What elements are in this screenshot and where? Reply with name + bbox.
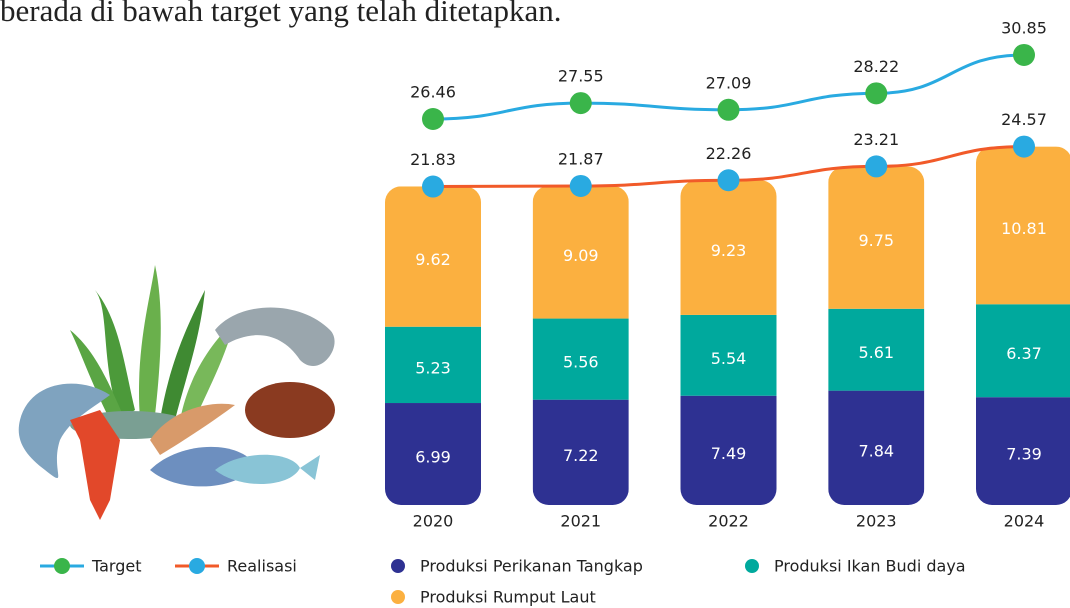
- legend-label: Produksi Perikanan Tangkap: [420, 557, 643, 576]
- segment-label: 5.54: [711, 349, 747, 368]
- bar-segment: [532, 318, 629, 400]
- legend-label: Realisasi: [227, 557, 297, 576]
- line-label: 28.22: [853, 57, 899, 76]
- line-label: 21.83: [410, 150, 456, 169]
- bar-segment: [828, 390, 925, 505]
- segment-label: 5.61: [858, 343, 894, 362]
- bar-segment: [976, 304, 1070, 398]
- line-label: 27.55: [558, 67, 604, 86]
- segment-label: 7.84: [858, 441, 894, 460]
- line-label: 30.85: [1001, 18, 1047, 37]
- legend-label: Produksi Ikan Budi daya: [774, 557, 966, 576]
- segment-label: 9.23: [711, 241, 747, 260]
- line-marker: [1013, 43, 1035, 66]
- x-tick-label: 2023: [856, 512, 897, 531]
- segment-label: 6.37: [1006, 344, 1042, 363]
- bar-segment: [680, 395, 777, 505]
- bar-segment: [976, 397, 1070, 505]
- bar-segment: [385, 326, 481, 404]
- segment-label: 7.39: [1006, 445, 1042, 464]
- line-label: 26.46: [410, 82, 456, 101]
- segment-label: 6.99: [415, 448, 451, 467]
- line-marker: [717, 169, 740, 192]
- line-label: 27.09: [706, 73, 752, 92]
- line-marker: [717, 98, 740, 121]
- legend-marker: [189, 558, 205, 574]
- bar-segment: [976, 146, 1070, 305]
- x-tick-label: 2022: [708, 512, 749, 531]
- line-marker: [865, 82, 888, 105]
- line-marker: [569, 174, 592, 197]
- segment-label: 5.56: [563, 353, 599, 372]
- bar-segment: [532, 185, 629, 319]
- bar-segment: [828, 166, 925, 309]
- line-marker: [422, 107, 444, 130]
- bar-segment: [385, 403, 481, 505]
- sea-illustration: [18, 265, 335, 520]
- x-tick-label: 2020: [413, 512, 454, 531]
- segment-label: 10.81: [1001, 219, 1047, 238]
- bar-segment: [680, 314, 777, 396]
- line-label: 22.26: [706, 144, 752, 163]
- bar-segment: [680, 180, 777, 315]
- line-marker: [1013, 135, 1035, 158]
- legend-label: Target: [91, 557, 142, 576]
- bar-segment: [385, 186, 481, 327]
- bar-segment: [532, 399, 629, 505]
- line-marker: [422, 175, 444, 198]
- line-label: 23.21: [853, 130, 899, 149]
- segment-label: 9.75: [858, 231, 894, 250]
- segment-label: 5.23: [415, 358, 451, 377]
- segment-label: 7.49: [711, 444, 747, 463]
- line-label: 24.57: [1001, 110, 1047, 129]
- line-label: 21.87: [558, 149, 604, 168]
- legend-swatch: [745, 559, 759, 573]
- legend-swatch: [391, 590, 405, 604]
- segment-label: 9.09: [563, 246, 599, 265]
- segment-label: 7.22: [563, 446, 599, 465]
- x-tick-label: 2024: [1004, 512, 1045, 531]
- legend-marker: [54, 558, 70, 574]
- bar-segment: [828, 308, 925, 391]
- line-marker: [569, 92, 592, 115]
- intro-text: berada di bawah target yang telah diteta…: [0, 0, 562, 28]
- legend-swatch: [391, 559, 405, 573]
- legend-label: Produksi Rumput Laut: [420, 588, 596, 607]
- x-tick-label: 2021: [560, 512, 601, 531]
- segment-label: 9.62: [415, 250, 451, 269]
- line-marker: [865, 155, 888, 178]
